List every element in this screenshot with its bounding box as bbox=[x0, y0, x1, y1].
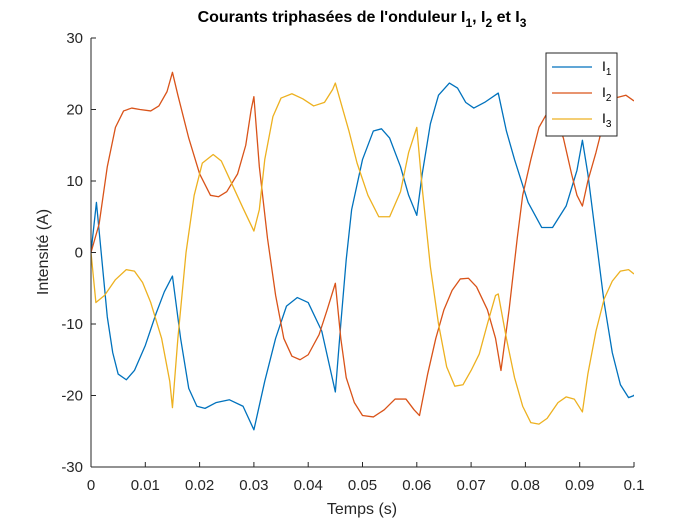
legend-label-i3: I3 bbox=[602, 110, 612, 130]
y-tick-label: -10 bbox=[61, 316, 83, 333]
x-tick-label: 0.08 bbox=[511, 477, 540, 494]
series-line-i1 bbox=[91, 82, 634, 431]
y-tick-label: -30 bbox=[61, 459, 83, 476]
y-tick-label: -20 bbox=[61, 388, 83, 405]
x-tick-label: 0.07 bbox=[456, 477, 485, 494]
title-subscript: 1 bbox=[465, 16, 472, 30]
x-tick-label: 0.03 bbox=[239, 477, 268, 494]
y-tick-label: 30 bbox=[66, 30, 83, 47]
y-tick-label: 10 bbox=[66, 173, 83, 190]
x-tick-label: 0.1 bbox=[624, 477, 645, 494]
x-axis-label: Temps (s) bbox=[327, 501, 397, 518]
x-tick-label: 0.01 bbox=[131, 477, 160, 494]
chart-title: Courants triphasées de l'onduleur I1, I2… bbox=[198, 9, 527, 30]
x-tick-label: 0.05 bbox=[348, 477, 377, 494]
y-ticks: -30 -20 -10 0 10 20 30 bbox=[61, 30, 96, 476]
legend-label-i1: I1 bbox=[602, 58, 612, 78]
legend: I1 I2 I3 bbox=[545, 52, 618, 137]
x-ticks: 0 0.01 0.02 0.03 0.04 0.05 0.06 0.07 0.08 0.09 0.1 bbox=[87, 462, 645, 494]
title-symbol: I bbox=[461, 9, 465, 26]
x-tick-label: 0.02 bbox=[185, 477, 214, 494]
title-text-part: et bbox=[492, 9, 515, 26]
y-axis-label: Intensité (A) bbox=[35, 209, 52, 295]
title-subscript: 3 bbox=[520, 16, 527, 30]
title-text-part: , bbox=[472, 9, 481, 26]
title-subscript: 2 bbox=[485, 16, 492, 30]
x-tick-label: 0.04 bbox=[294, 477, 323, 494]
x-tick-label: 0.09 bbox=[565, 477, 594, 494]
series-line-i3 bbox=[91, 82, 634, 425]
title-symbol: I bbox=[515, 9, 519, 26]
title-symbol: I bbox=[481, 9, 485, 26]
x-tick-label: 0.06 bbox=[402, 477, 431, 494]
y-tick-label: 20 bbox=[66, 102, 83, 119]
legend-label-i2: I2 bbox=[602, 84, 612, 104]
x-tick-label: 0 bbox=[87, 477, 95, 494]
title-text-part: Courants triphasées de l'onduleur bbox=[198, 9, 461, 26]
y-tick-label: 0 bbox=[75, 245, 83, 262]
